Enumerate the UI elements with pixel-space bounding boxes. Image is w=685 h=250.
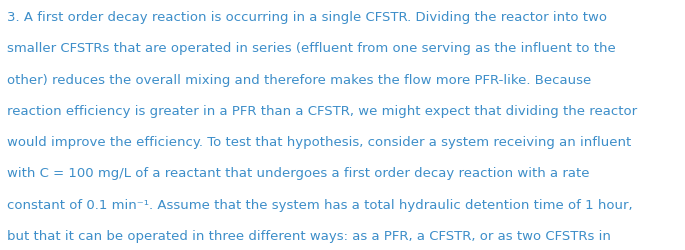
Text: with C = 100 mg/L of a reactant that undergoes a first order decay reaction with: with C = 100 mg/L of a reactant that und…	[7, 167, 590, 180]
Text: 3. A first order decay reaction is occurring in a single CFSTR. Dividing the rea: 3. A first order decay reaction is occur…	[7, 11, 607, 24]
Text: constant of 0.1 min⁻¹. Assume that the system has a total hydraulic detention ti: constant of 0.1 min⁻¹. Assume that the s…	[7, 198, 632, 211]
Text: but that it can be operated in three different ways: as a PFR, a CFSTR, or as tw: but that it can be operated in three dif…	[7, 229, 611, 242]
Text: reaction efficiency is greater in a PFR than a CFSTR, we might expect that divid: reaction efficiency is greater in a PFR …	[7, 104, 637, 118]
Text: smaller CFSTRs that are operated in series (effluent from one serving as the inf: smaller CFSTRs that are operated in seri…	[7, 42, 616, 55]
Text: other) reduces the overall mixing and therefore makes the flow more PFR-like. Be: other) reduces the overall mixing and th…	[7, 73, 591, 86]
Text: would improve the efficiency. To test that hypothesis, consider a system receivi: would improve the efficiency. To test th…	[7, 136, 631, 148]
